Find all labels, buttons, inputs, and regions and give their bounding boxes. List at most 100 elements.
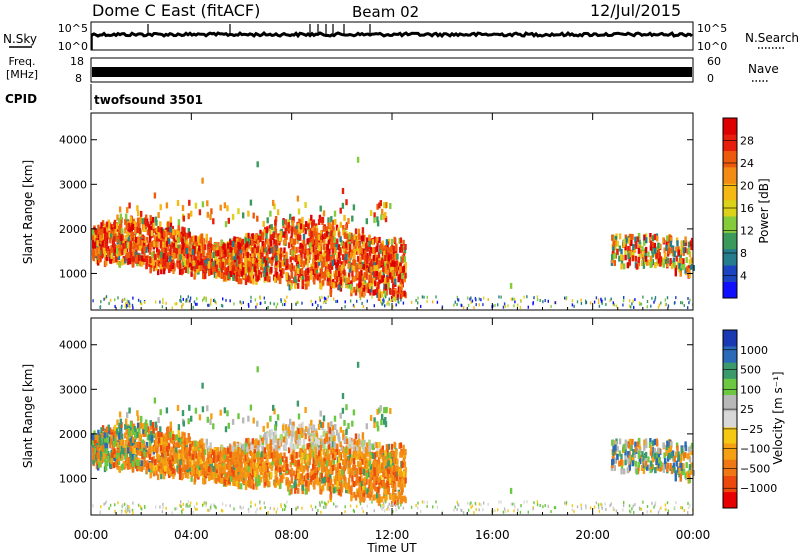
power-cell bbox=[580, 298, 582, 302]
power-cell bbox=[235, 251, 238, 258]
power-cell bbox=[633, 305, 635, 309]
velocity-cell bbox=[318, 464, 321, 471]
power-cell bbox=[345, 278, 348, 285]
power-cell bbox=[482, 303, 484, 307]
velocity-cell bbox=[143, 461, 147, 468]
velocity-cell bbox=[193, 476, 197, 483]
power-cell bbox=[214, 257, 217, 264]
power-cell bbox=[142, 226, 145, 232]
power-cell bbox=[310, 214, 313, 221]
power-cell bbox=[250, 274, 253, 281]
velocity-cell bbox=[290, 488, 293, 495]
power-cell bbox=[334, 240, 338, 247]
velocity-cell bbox=[97, 429, 100, 436]
power-cell bbox=[262, 267, 265, 274]
power-cell bbox=[665, 240, 668, 247]
power-cell bbox=[478, 297, 481, 301]
power-cell bbox=[124, 227, 127, 234]
power-cell bbox=[247, 238, 251, 245]
velocity-cell bbox=[284, 443, 287, 449]
power-cell bbox=[457, 298, 460, 302]
power-cell bbox=[289, 264, 292, 271]
power-cell bbox=[205, 296, 207, 300]
power-cell bbox=[126, 231, 129, 238]
power-cell bbox=[368, 234, 371, 241]
velocity-cell bbox=[163, 469, 167, 476]
power-cell bbox=[124, 248, 127, 255]
power-cell bbox=[688, 301, 690, 305]
power-cell bbox=[276, 272, 279, 278]
power-cell bbox=[282, 231, 285, 238]
velocity-cell bbox=[403, 461, 407, 468]
power-cell bbox=[639, 250, 642, 256]
velocity-cell bbox=[152, 455, 155, 462]
power-cell bbox=[194, 302, 197, 306]
power-cell bbox=[356, 240, 359, 247]
velocity-cell bbox=[172, 464, 175, 471]
power-cell bbox=[394, 270, 397, 277]
power-cell bbox=[115, 248, 119, 255]
power-cell bbox=[148, 248, 152, 255]
power-cell bbox=[513, 297, 516, 301]
power-cell bbox=[171, 225, 174, 232]
velocity-cell bbox=[307, 480, 310, 487]
velocity-cell bbox=[216, 447, 219, 454]
power-cell bbox=[207, 303, 209, 307]
power-cell bbox=[326, 275, 330, 282]
power-cell bbox=[196, 302, 198, 306]
power-cell bbox=[631, 255, 635, 262]
power-cell bbox=[194, 240, 197, 247]
power-cell bbox=[167, 238, 171, 245]
power-cell bbox=[159, 204, 162, 211]
power-cell bbox=[290, 280, 293, 287]
power-cell bbox=[322, 225, 325, 232]
power-cell bbox=[634, 255, 638, 262]
power-cell bbox=[435, 295, 437, 299]
velocity-cell bbox=[200, 442, 203, 449]
power-cell bbox=[128, 302, 131, 306]
power-cell bbox=[239, 262, 242, 269]
power-cell bbox=[669, 258, 672, 264]
power-cell bbox=[222, 297, 224, 301]
power-cell bbox=[642, 295, 644, 299]
power-cell bbox=[249, 277, 253, 284]
power-cell bbox=[251, 257, 255, 264]
velocity-cell bbox=[274, 433, 278, 440]
power-cell bbox=[646, 259, 649, 266]
velocity-cell bbox=[352, 464, 355, 471]
power-cell bbox=[327, 255, 330, 262]
power-cell bbox=[196, 266, 199, 273]
velocity-cell bbox=[361, 453, 364, 460]
power-cell bbox=[670, 263, 674, 270]
power-cell bbox=[245, 233, 248, 240]
power-cell bbox=[237, 278, 240, 285]
power-cell bbox=[223, 266, 227, 273]
power-cell bbox=[383, 297, 385, 300]
power-cell bbox=[240, 262, 244, 269]
power-cell bbox=[202, 269, 205, 276]
power-cell bbox=[339, 285, 343, 292]
power-cell bbox=[651, 251, 654, 258]
power-cell bbox=[612, 240, 615, 247]
velocity-cell bbox=[350, 492, 354, 499]
power-cell bbox=[604, 297, 606, 301]
velocity-cell bbox=[335, 467, 338, 474]
power-cell bbox=[149, 257, 152, 264]
power-cell bbox=[624, 244, 627, 251]
power-cell bbox=[255, 275, 258, 282]
power-cell bbox=[314, 237, 318, 244]
colorbar-tick-label: 24 bbox=[740, 157, 754, 170]
power-cell bbox=[114, 225, 117, 232]
power-cell bbox=[597, 301, 600, 305]
power-cell bbox=[688, 259, 692, 266]
power-cell bbox=[357, 228, 361, 235]
power-cell bbox=[303, 224, 306, 231]
power-cell bbox=[198, 238, 202, 245]
cpid-label: CPID bbox=[5, 92, 37, 106]
power-cell bbox=[121, 234, 124, 241]
power-cell bbox=[223, 248, 226, 254]
velocity-cell bbox=[404, 477, 407, 484]
power-cell bbox=[201, 264, 204, 271]
velocity-cell bbox=[142, 463, 145, 470]
velocity-cell bbox=[95, 463, 99, 470]
